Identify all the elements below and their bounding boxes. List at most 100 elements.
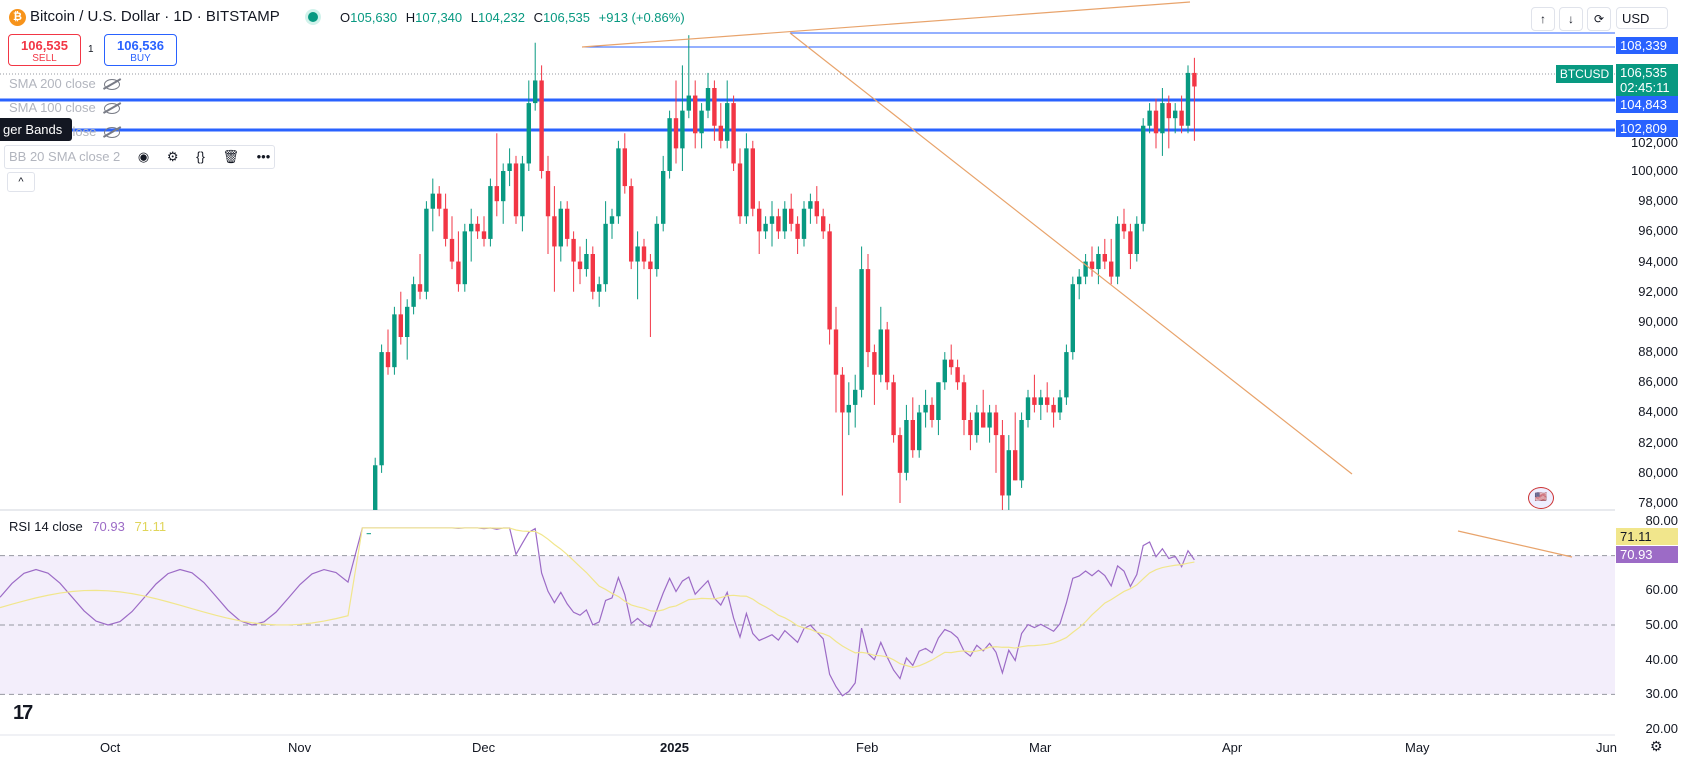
candle-body bbox=[1077, 276, 1082, 285]
time-axis-label: 2025 bbox=[660, 740, 689, 755]
arrow-up-icon[interactable]: ↑ bbox=[1531, 7, 1555, 31]
candle-body bbox=[833, 329, 839, 375]
candle-body bbox=[699, 110, 704, 134]
candle-body bbox=[1083, 261, 1088, 277]
candle-body bbox=[597, 284, 602, 292]
symbol-tag: BTCUSD bbox=[1556, 65, 1613, 83]
hidden-eye-icon[interactable] bbox=[103, 103, 120, 115]
candle-body bbox=[878, 329, 883, 375]
bitcoin-icon: ₿ bbox=[9, 9, 26, 26]
candle-body bbox=[449, 238, 455, 262]
candle-body bbox=[891, 382, 896, 436]
candle-body bbox=[629, 186, 634, 262]
more-icon[interactable]: ••• bbox=[256, 149, 271, 164]
source-code-icon[interactable]: {} bbox=[196, 149, 205, 164]
arrow-down-icon[interactable]: ↓ bbox=[1559, 7, 1583, 31]
candle-body bbox=[1134, 223, 1139, 254]
tradingview-logo-icon[interactable]: 17 bbox=[13, 702, 33, 724]
candle-body bbox=[968, 420, 973, 436]
time-axis-label: Dec bbox=[472, 740, 496, 755]
trash-icon[interactable]: 🗑 bbox=[222, 149, 239, 164]
settings-icon[interactable]: ⚙ bbox=[166, 149, 179, 164]
currency-select[interactable]: USD bbox=[1616, 7, 1668, 29]
candle-body bbox=[552, 216, 557, 247]
sell-button[interactable]: 106,535 SELL bbox=[8, 34, 81, 66]
price-scale-label: 94,000 bbox=[1638, 253, 1678, 269]
candle-body bbox=[603, 223, 608, 285]
candle-body bbox=[955, 367, 960, 383]
settings-gear-icon[interactable]: ⚙ bbox=[1650, 738, 1663, 754]
candle-body bbox=[1147, 110, 1152, 126]
rsi-legend[interactable]: RSI 14 close 70.93 71.11 bbox=[9, 519, 167, 534]
candle-body bbox=[366, 533, 371, 535]
candle-body bbox=[840, 374, 845, 413]
candle-body bbox=[853, 389, 858, 405]
candle-body bbox=[385, 352, 391, 368]
bb-legend[interactable]: BB 20 SMA close 2 ◉ ⚙ {} 🗑 ••• bbox=[4, 145, 276, 169]
candle-body bbox=[673, 118, 679, 149]
candle-body bbox=[923, 404, 928, 413]
candle-body bbox=[1160, 103, 1165, 134]
candle-body bbox=[481, 231, 487, 239]
candle-body bbox=[635, 246, 640, 262]
candle-body bbox=[494, 186, 499, 202]
candle-body bbox=[1025, 397, 1031, 420]
candle-body bbox=[1179, 110, 1184, 126]
candle-body bbox=[1000, 435, 1005, 496]
candle-body bbox=[577, 261, 583, 270]
candle-body bbox=[654, 223, 659, 270]
candle-body bbox=[571, 238, 576, 262]
candle-body bbox=[417, 284, 423, 292]
candle-body bbox=[622, 148, 627, 187]
rsi-scale-label: 60.00 bbox=[1645, 582, 1678, 598]
refresh-icon[interactable]: ⟳ bbox=[1587, 7, 1611, 31]
level-tag: 102,809 bbox=[1616, 120, 1678, 137]
events-flag-icon[interactable]: 🇺🇸 bbox=[1528, 487, 1554, 509]
last-price-tag: 106,535 02:45:11 bbox=[1616, 64, 1678, 96]
rsi-scale-label: 80.00 bbox=[1645, 513, 1678, 528]
price-scale-label: 100,000 bbox=[1631, 163, 1678, 178]
hidden-eye-icon[interactable]: ◉ bbox=[137, 149, 150, 164]
rsi-scale-label: 20.00 bbox=[1645, 721, 1678, 736]
candle-body bbox=[827, 231, 832, 330]
candle-body bbox=[904, 420, 909, 473]
candle-body bbox=[987, 412, 992, 428]
symbol-title[interactable]: Bitcoin / U.S. Dollar · 1D · BITSTAMP bbox=[30, 8, 280, 25]
candle-body bbox=[462, 231, 467, 285]
sma200-legend[interactable]: SMA 200 close bbox=[9, 76, 120, 91]
indicator-tooltip: ger Bands bbox=[0, 118, 73, 141]
candle-body bbox=[763, 223, 768, 232]
candle-body bbox=[1038, 397, 1043, 405]
sma50-legend[interactable]: close bbox=[66, 124, 121, 139]
collapse-legend-button[interactable]: ^ bbox=[7, 172, 35, 192]
candle-body bbox=[686, 95, 691, 111]
hidden-eye-icon[interactable] bbox=[104, 127, 121, 139]
candle-body bbox=[1185, 72, 1191, 126]
candle-body bbox=[392, 314, 397, 368]
candle-body bbox=[821, 216, 826, 232]
candle-body bbox=[917, 412, 922, 451]
buy-button[interactable]: 106,536 BUY bbox=[104, 34, 177, 66]
candle-body bbox=[520, 163, 525, 217]
candle-body bbox=[1128, 231, 1133, 254]
candle-body bbox=[789, 208, 794, 224]
candle-body bbox=[782, 208, 787, 232]
price-change: +913 (+0.86%) bbox=[598, 10, 685, 25]
candle-body bbox=[795, 223, 800, 239]
candle-body bbox=[712, 88, 717, 126]
candle-body bbox=[584, 254, 589, 270]
candle-body bbox=[1019, 420, 1024, 481]
candle-body bbox=[750, 148, 755, 209]
candle-body bbox=[1045, 397, 1050, 405]
rsi-ma-line bbox=[0, 527, 1195, 669]
candle-body bbox=[469, 223, 474, 232]
hidden-eye-icon[interactable] bbox=[103, 79, 120, 91]
chart-header: ₿ Bitcoin / U.S. Dollar · 1D · BITSTAMP … bbox=[0, 0, 1682, 36]
sma100-legend[interactable]: SMA 100 close bbox=[9, 100, 120, 115]
candle-body bbox=[411, 284, 416, 307]
time-axis-label: Mar bbox=[1029, 740, 1052, 755]
candle-body bbox=[1153, 110, 1159, 134]
candle-body bbox=[1089, 261, 1095, 270]
market-status-icon[interactable] bbox=[308, 12, 318, 22]
